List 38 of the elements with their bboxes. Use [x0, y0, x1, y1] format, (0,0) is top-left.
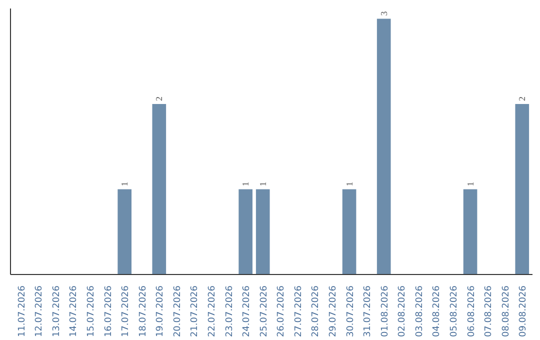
- x-tick-label: 21.07.2026: [190, 285, 200, 338]
- x-tick-label: 26.07.2026: [276, 285, 287, 338]
- x-tick-label: 30.07.2026: [346, 285, 356, 338]
- x-tick-label: 19.07.2026: [156, 285, 166, 338]
- x-tick-label: 22.07.2026: [208, 285, 218, 338]
- x-tick-label: 17.07.2026: [121, 285, 132, 338]
- x-tick-label: 12.07.2026: [34, 285, 45, 338]
- data-label: 2: [517, 96, 528, 101]
- x-tick-label: 07.08.2026: [484, 285, 494, 338]
- x-tick-label: 27.07.2026: [294, 285, 304, 338]
- data-label: 1: [465, 182, 476, 186]
- x-tick-label: 01.08.2026: [380, 285, 390, 338]
- x-tick-label: 25.07.2026: [259, 285, 270, 338]
- x-tick-label: 31.07.2026: [363, 285, 374, 338]
- x-tick-label: 16.07.2026: [104, 285, 114, 338]
- x-tick-label: 11.07.2026: [17, 285, 28, 338]
- x-tick-label: 05.08.2026: [449, 285, 460, 338]
- x-tick-label: 24.07.2026: [242, 285, 252, 338]
- x-tick-label: 13.07.2026: [52, 285, 62, 338]
- x-tick-label: 09.08.2026: [518, 285, 529, 338]
- data-label: 1: [344, 182, 354, 186]
- data-label: 1: [258, 182, 268, 186]
- x-tick-label: 18.07.2026: [138, 285, 148, 338]
- x-tick-label: 08.08.2026: [501, 285, 512, 338]
- data-label: 3: [378, 10, 389, 16]
- x-tick-label: 14.07.2026: [69, 285, 80, 338]
- x-tick-label: 04.08.2026: [432, 285, 442, 338]
- x-tick-label: 06.08.2026: [466, 285, 477, 338]
- x-tick-label: 15.07.2026: [86, 285, 97, 338]
- x-tick-label: 02.08.2026: [398, 285, 408, 338]
- data-label: 1: [120, 182, 130, 186]
- x-tick-label: 29.07.2026: [328, 285, 338, 338]
- x-tick-label: 20.07.2026: [172, 285, 183, 338]
- x-tick-label: 23.07.2026: [224, 285, 235, 338]
- data-label: 2: [154, 96, 164, 101]
- x-tick-label: 03.08.2026: [414, 285, 425, 338]
- data-label: 1: [240, 182, 251, 186]
- x-tick-label: 28.07.2026: [311, 285, 322, 338]
